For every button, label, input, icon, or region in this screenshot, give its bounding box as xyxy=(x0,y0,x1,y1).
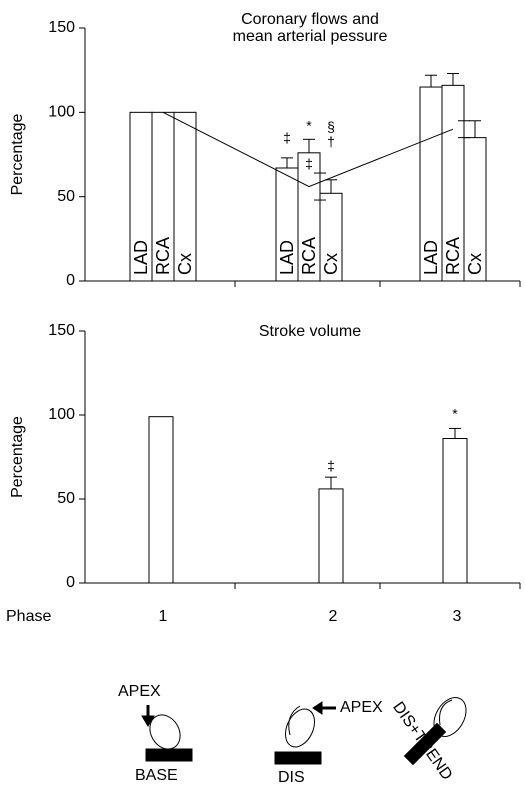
x-tick-label: 2 xyxy=(329,608,338,625)
annotation: * xyxy=(452,406,458,422)
label: APEX xyxy=(340,699,383,716)
annotation: ‡ xyxy=(283,130,291,146)
y-tick-label: 0 xyxy=(66,574,75,591)
bar-label: LAD xyxy=(421,240,441,275)
bar-label: Cx xyxy=(175,253,195,275)
bar-label: LAD xyxy=(131,240,151,275)
bar xyxy=(148,416,174,584)
curve xyxy=(288,705,301,736)
y-tick-label: 100 xyxy=(48,406,75,423)
bar xyxy=(442,438,468,584)
y-tick-label: 50 xyxy=(57,188,75,205)
label: BASE xyxy=(135,767,178,784)
label: DIS+TREND xyxy=(389,699,455,783)
y-axis-label: Percentage xyxy=(9,416,26,498)
chart-title: Coronary flows and xyxy=(241,11,379,28)
y-axis-label: Percentage xyxy=(9,113,26,195)
bar-label: RCA xyxy=(443,237,463,275)
bar-label: Cx xyxy=(465,253,485,275)
chart-title: Stroke volume xyxy=(259,323,361,340)
x-axis-label: Phase xyxy=(6,608,51,625)
bar xyxy=(319,192,343,282)
base xyxy=(145,748,193,762)
annotation: § xyxy=(327,119,335,135)
annotation: ‡ xyxy=(327,458,335,474)
bar xyxy=(463,137,487,282)
x-tick-label: 3 xyxy=(453,608,462,625)
bar-label: RCA xyxy=(153,237,173,275)
diagram-labels: APEX BASE DIS APEX DIS+TREND xyxy=(118,683,455,786)
bar xyxy=(318,488,344,584)
y-tick-label: 100 xyxy=(48,104,75,121)
diagram xyxy=(141,697,467,766)
y-tick-label: 0 xyxy=(66,272,75,289)
label: DIS xyxy=(278,769,305,786)
bar-label: Cx xyxy=(321,253,341,275)
arrow-head xyxy=(312,701,323,715)
curve xyxy=(439,699,453,726)
chart-title: mean arterial pessure xyxy=(233,28,388,45)
arrow-head xyxy=(141,715,155,727)
y-tick-label: 50 xyxy=(57,490,75,507)
heart xyxy=(284,708,316,748)
bar-label: LAD xyxy=(277,240,297,275)
y-tick-label: 150 xyxy=(48,322,75,339)
annotation: * xyxy=(306,118,312,134)
heart xyxy=(149,714,181,750)
bar-label: RCA xyxy=(299,237,319,275)
annotation: † xyxy=(327,134,335,150)
base xyxy=(274,751,322,765)
x-tick-label: 1 xyxy=(159,608,168,625)
label: APEX xyxy=(118,683,161,700)
map-line xyxy=(162,111,454,188)
annotation: ‡ xyxy=(305,156,313,172)
y-tick-label: 150 xyxy=(48,19,75,36)
bar xyxy=(173,111,197,282)
base xyxy=(403,722,447,766)
